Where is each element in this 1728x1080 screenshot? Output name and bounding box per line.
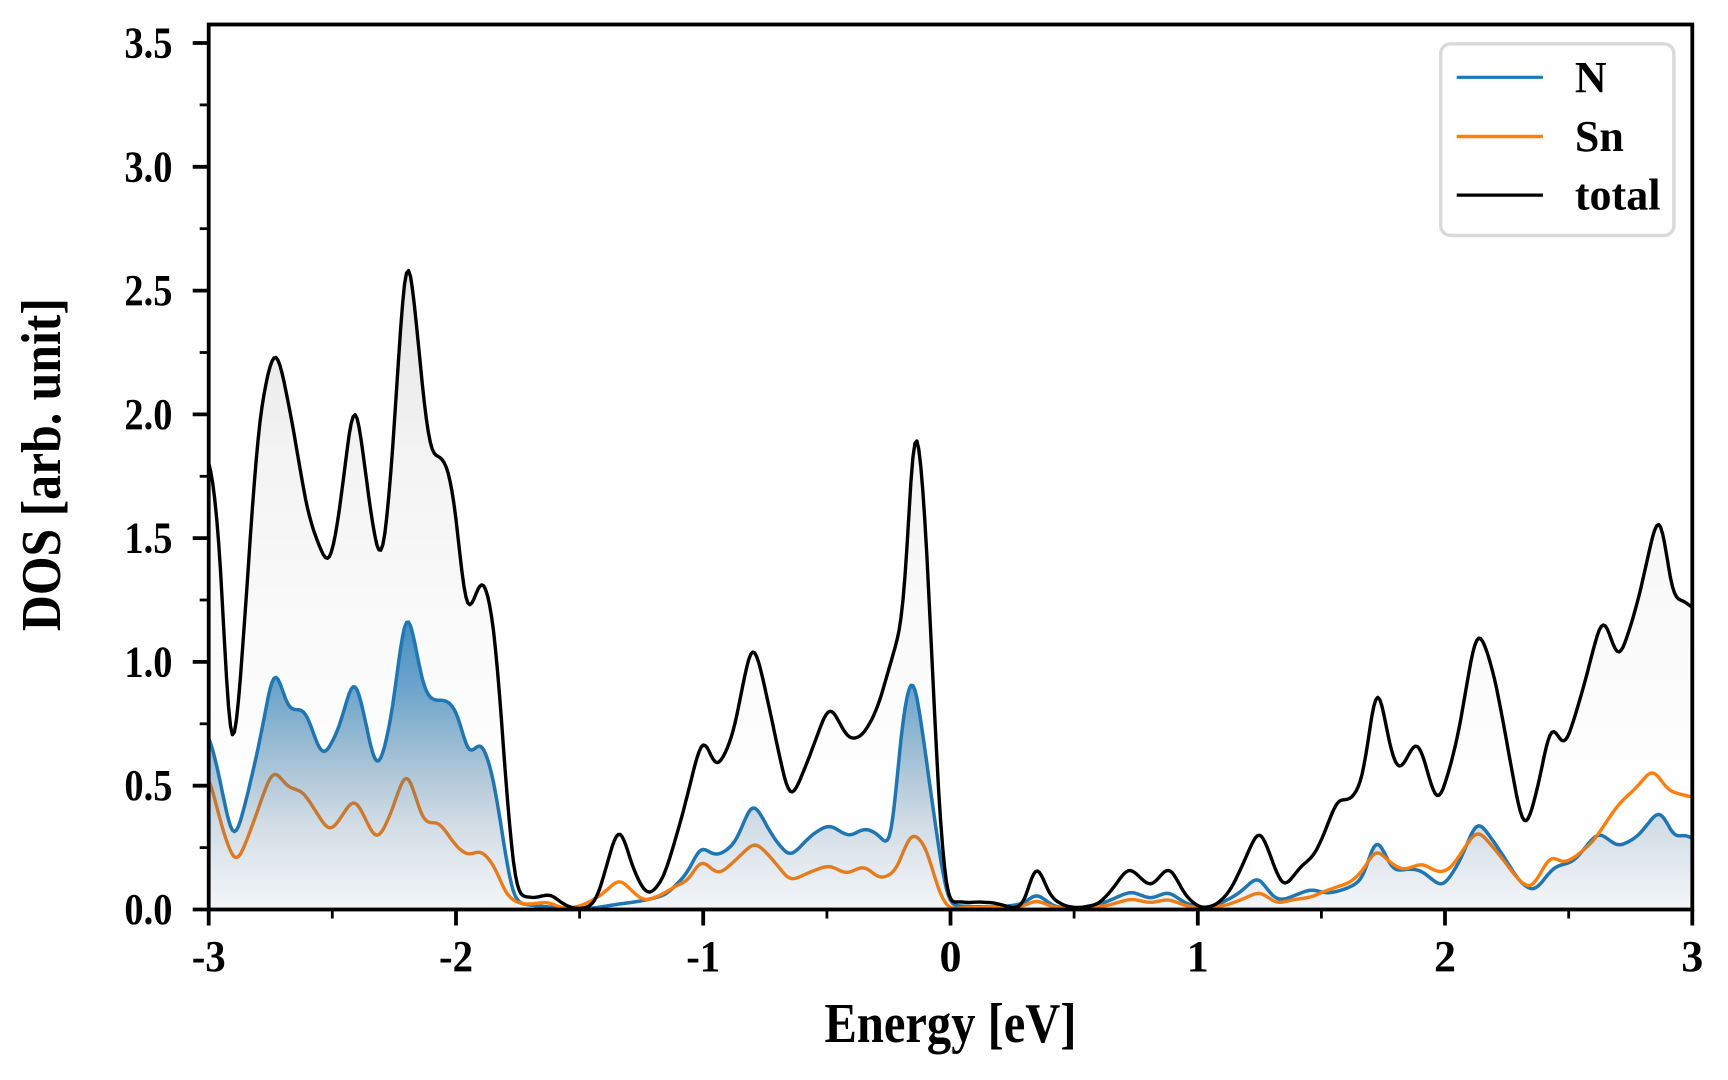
svg-text:1: 1 [1187,932,1209,981]
svg-text:2: 2 [1434,932,1456,981]
svg-text:-1: -1 [686,932,720,981]
svg-text:Sn: Sn [1575,112,1624,161]
svg-text:2.5: 2.5 [124,266,172,315]
svg-text:Energy [eV]: Energy [eV] [825,993,1077,1055]
svg-text:total: total [1575,171,1661,220]
svg-text:N: N [1575,53,1607,102]
svg-text:-3: -3 [192,932,226,981]
svg-text:1.5: 1.5 [124,514,172,563]
svg-text:3.5: 3.5 [124,19,172,68]
svg-text:1.0: 1.0 [124,637,172,686]
svg-text:-2: -2 [439,932,473,981]
svg-text:0: 0 [940,932,962,981]
svg-text:DOS [arb. unit]: DOS [arb. unit] [11,298,73,631]
svg-text:0.0: 0.0 [124,885,172,934]
svg-text:3: 3 [1681,932,1703,981]
svg-text:2.0: 2.0 [124,390,172,439]
svg-text:3.0: 3.0 [124,142,172,191]
svg-text:0.5: 0.5 [124,761,172,810]
